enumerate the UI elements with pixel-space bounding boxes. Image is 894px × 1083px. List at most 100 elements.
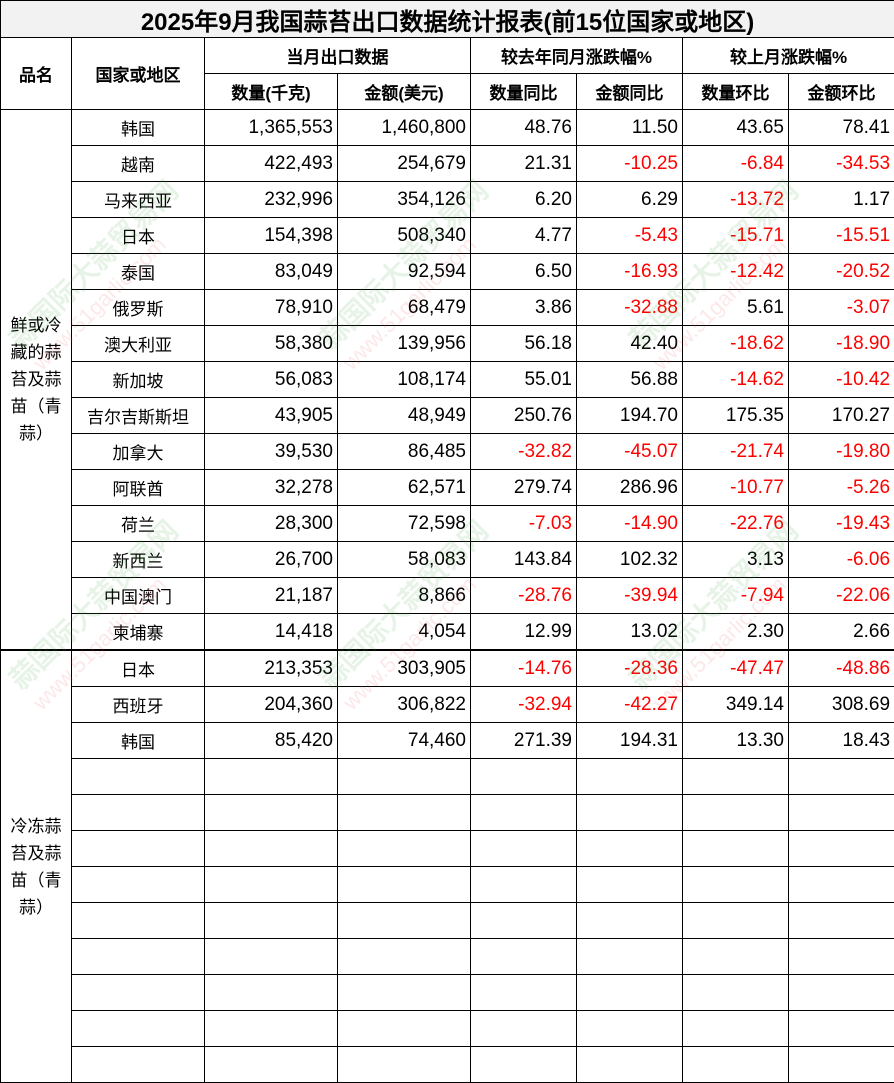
header-amt-mom: 金额环比 <box>789 74 894 110</box>
empty-row <box>1 903 894 939</box>
qty-mom-cell <box>683 939 789 975</box>
empty-row <box>1 831 894 867</box>
quantity-cell: 78,910 <box>205 290 338 326</box>
qty-mom-cell: -47.47 <box>683 650 789 687</box>
amt-yoy-cell: 6.29 <box>577 182 683 218</box>
amt-mom-cell: -34.53 <box>789 146 894 182</box>
quantity-cell: 1,365,553 <box>205 110 338 146</box>
qty-mom-cell: -22.76 <box>683 506 789 542</box>
qty-yoy-cell: -32.82 <box>471 434 577 470</box>
amt-yoy-cell: -42.27 <box>577 687 683 723</box>
qty-mom-cell <box>683 975 789 1011</box>
qty-mom-cell: -15.71 <box>683 218 789 254</box>
amount-cell: 62,571 <box>338 470 471 506</box>
amt-mom-cell <box>789 1047 894 1083</box>
quantity-cell: 204,360 <box>205 687 338 723</box>
qty-mom-cell <box>683 759 789 795</box>
amount-cell: 303,905 <box>338 650 471 687</box>
qty-mom-cell: 43.65 <box>683 110 789 146</box>
amt-mom-cell: -5.26 <box>789 470 894 506</box>
qty-yoy-cell: 143.84 <box>471 542 577 578</box>
quantity-cell: 232,996 <box>205 182 338 218</box>
country-cell <box>72 903 205 939</box>
empty-row <box>1 759 894 795</box>
amt-mom-cell <box>789 867 894 903</box>
amt-yoy-cell: 13.02 <box>577 614 683 651</box>
quantity-cell: 83,049 <box>205 254 338 290</box>
country-cell <box>72 939 205 975</box>
qty-yoy-cell <box>471 975 577 1011</box>
amt-yoy-cell <box>577 867 683 903</box>
country-cell: 日本 <box>72 218 205 254</box>
category-cell: 冷冻蒜苔及蒜苗（青蒜） <box>1 650 72 1083</box>
amt-mom-cell: -20.52 <box>789 254 894 290</box>
qty-mom-cell <box>683 1011 789 1047</box>
qty-mom-cell: 3.13 <box>683 542 789 578</box>
country-cell <box>72 867 205 903</box>
qty-mom-cell: -21.74 <box>683 434 789 470</box>
qty-mom-cell: 2.30 <box>683 614 789 651</box>
amount-cell <box>338 975 471 1011</box>
quantity-cell: 14,418 <box>205 614 338 651</box>
empty-row <box>1 1011 894 1047</box>
quantity-cell: 85,420 <box>205 723 338 759</box>
amount-cell: 108,174 <box>338 362 471 398</box>
quantity-cell: 39,530 <box>205 434 338 470</box>
quantity-cell: 58,380 <box>205 326 338 362</box>
quantity-cell: 28,300 <box>205 506 338 542</box>
amt-mom-cell: 18.43 <box>789 723 894 759</box>
amount-cell <box>338 795 471 831</box>
country-cell: 马来西亚 <box>72 182 205 218</box>
quantity-cell <box>205 795 338 831</box>
header-qty-yoy: 数量同比 <box>471 74 577 110</box>
quantity-cell <box>205 975 338 1011</box>
amt-yoy-cell: 102.32 <box>577 542 683 578</box>
country-cell: 韩国 <box>72 110 205 146</box>
amount-cell: 86,485 <box>338 434 471 470</box>
amt-mom-cell: 1.17 <box>789 182 894 218</box>
amt-yoy-cell: -32.88 <box>577 290 683 326</box>
amount-cell: 1,460,800 <box>338 110 471 146</box>
amount-cell: 48,949 <box>338 398 471 434</box>
qty-yoy-cell: -7.03 <box>471 506 577 542</box>
amt-yoy-cell <box>577 939 683 975</box>
country-cell: 澳大利亚 <box>72 326 205 362</box>
amt-mom-cell: -10.42 <box>789 362 894 398</box>
country-cell: 荷兰 <box>72 506 205 542</box>
qty-mom-cell: 175.35 <box>683 398 789 434</box>
quantity-cell <box>205 867 338 903</box>
amt-mom-cell: -15.51 <box>789 218 894 254</box>
amount-cell: 306,822 <box>338 687 471 723</box>
country-cell: 韩国 <box>72 723 205 759</box>
qty-yoy-cell <box>471 939 577 975</box>
qty-mom-cell: -13.72 <box>683 182 789 218</box>
header-country: 国家或地区 <box>72 38 205 110</box>
qty-yoy-cell: 271.39 <box>471 723 577 759</box>
qty-yoy-cell: 6.50 <box>471 254 577 290</box>
amt-yoy-cell: -14.90 <box>577 506 683 542</box>
amount-cell <box>338 939 471 975</box>
amt-mom-cell: -18.90 <box>789 326 894 362</box>
header-amt-yoy: 金额同比 <box>577 74 683 110</box>
country-cell: 吉尔吉斯斯坦 <box>72 398 205 434</box>
qty-yoy-cell: 21.31 <box>471 146 577 182</box>
qty-yoy-cell: 48.76 <box>471 110 577 146</box>
qty-yoy-cell: 3.86 <box>471 290 577 326</box>
qty-mom-cell <box>683 831 789 867</box>
amt-yoy-cell: 286.96 <box>577 470 683 506</box>
qty-mom-cell <box>683 795 789 831</box>
amt-mom-cell: -22.06 <box>789 578 894 614</box>
amount-cell <box>338 867 471 903</box>
country-cell: 加拿大 <box>72 434 205 470</box>
amt-mom-cell <box>789 759 894 795</box>
category-cell: 鲜或冷藏的蒜苔及蒜苗（青蒜） <box>1 110 72 651</box>
